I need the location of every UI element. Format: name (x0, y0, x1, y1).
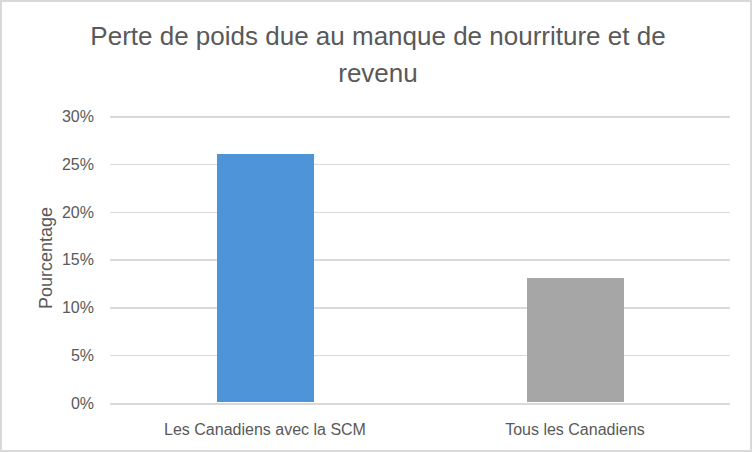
bar-tous-canadiens (527, 278, 624, 402)
chart-frame: Perte de poids due au manque de nourritu… (0, 0, 752, 452)
gridline (110, 307, 730, 309)
chart-title: Perte de poids due au manque de nourritu… (78, 18, 678, 92)
y-tick-label: 20% (2, 204, 94, 222)
gridline (110, 116, 730, 118)
y-tick-label: 0% (2, 395, 94, 413)
y-tick-label: 30% (2, 108, 94, 126)
gridline (110, 355, 730, 357)
y-tick-label: 5% (2, 347, 94, 365)
y-tick-label: 10% (2, 299, 94, 317)
bar-canadiens-scm (217, 154, 314, 402)
gridline (110, 259, 730, 261)
y-tick-label: 15% (2, 251, 94, 269)
x-axis-line (110, 403, 730, 405)
gridline (110, 164, 730, 166)
x-category-label: Les Canadiens avec la SCM (110, 421, 420, 439)
y-tick-label: 25% (2, 156, 94, 174)
gridline (110, 212, 730, 214)
x-category-label: Tous les Canadiens (420, 421, 730, 439)
